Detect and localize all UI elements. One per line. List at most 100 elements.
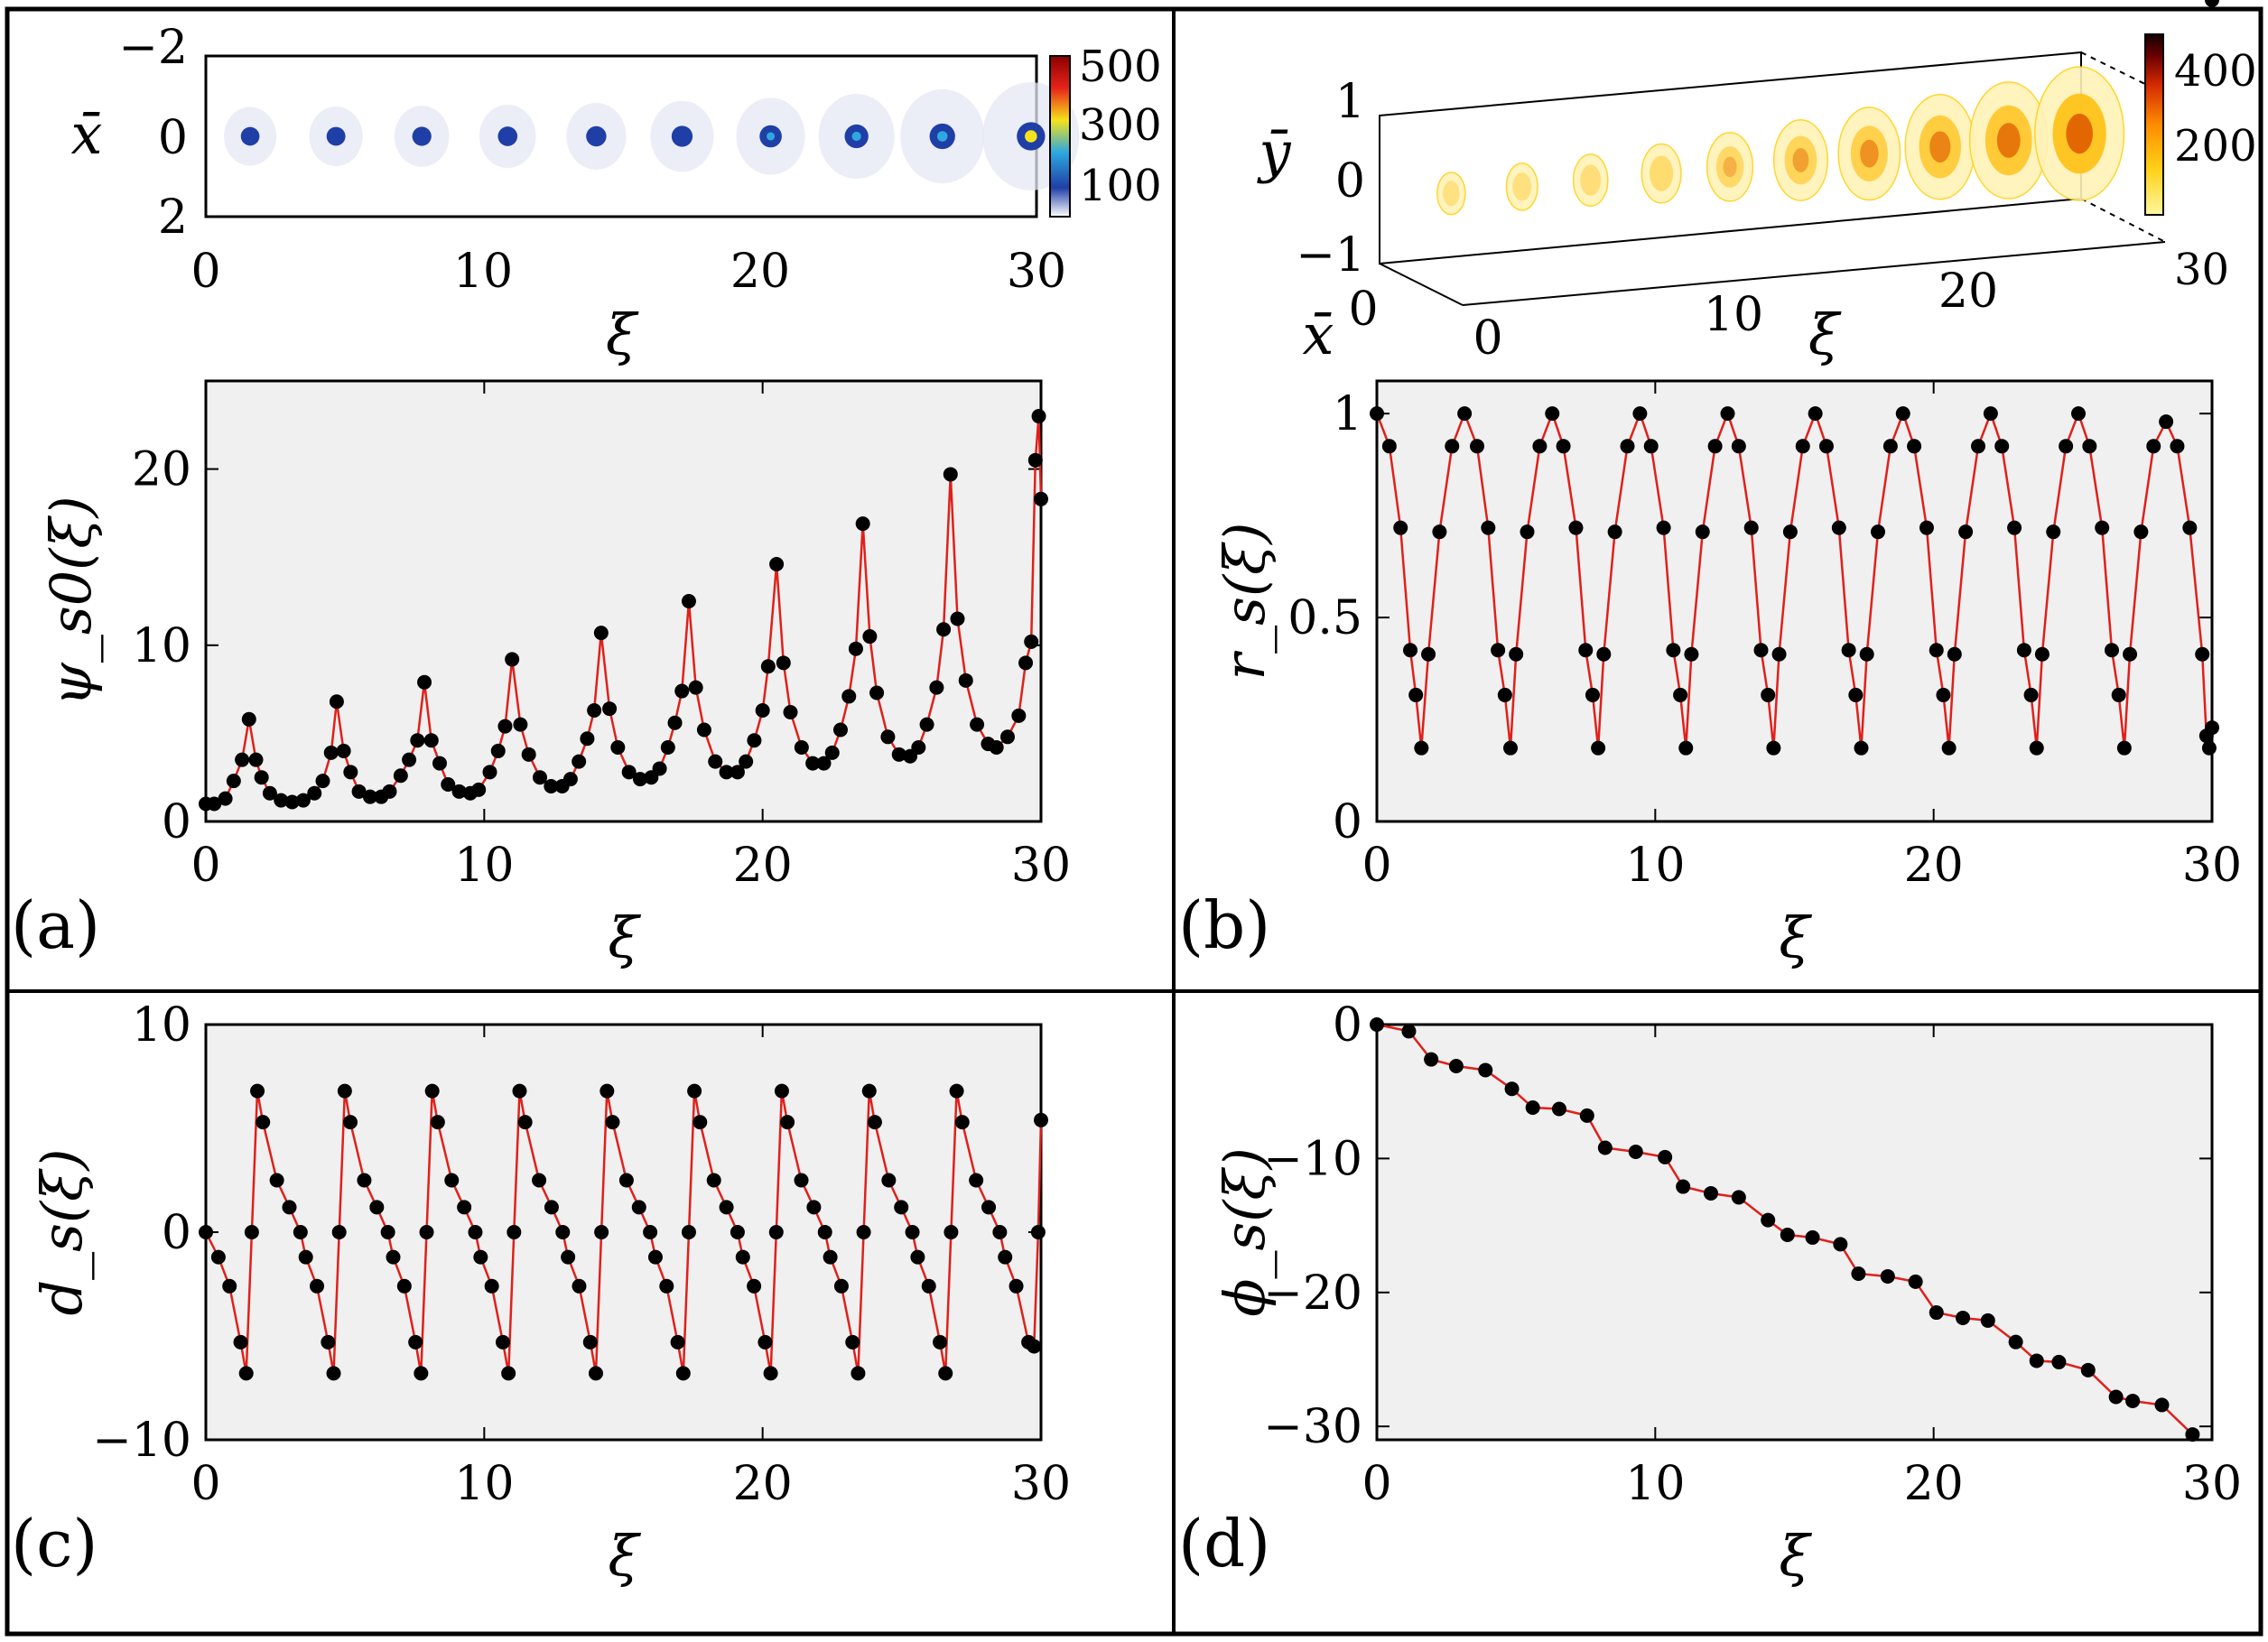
data-point <box>970 717 985 732</box>
data-point <box>544 778 559 793</box>
x-tick-label: 30 <box>2182 839 2242 893</box>
heatmap-b-halo <box>1641 143 1682 204</box>
y-tick-label: 20 <box>132 443 191 497</box>
data-point <box>417 674 432 690</box>
data-point <box>594 1225 609 1239</box>
panel-label: (a) <box>11 887 100 963</box>
data-point <box>423 733 439 748</box>
data-point <box>331 1225 347 1239</box>
data-point <box>943 1225 959 1239</box>
heatmap-a-blob <box>586 125 607 147</box>
y-tick-label: 0 <box>162 795 191 849</box>
data-point <box>495 1334 510 1350</box>
heatmap-b-halo <box>1572 153 1609 208</box>
data-point <box>410 733 425 748</box>
data-point <box>806 1200 822 1215</box>
data-point <box>1766 740 1781 756</box>
data-point <box>484 1278 499 1294</box>
data-point <box>441 777 456 793</box>
data-point <box>2108 1389 2124 1405</box>
data-point <box>2201 740 2217 756</box>
data-point <box>958 673 973 688</box>
data-point <box>1525 1100 1540 1115</box>
heatmap-b-xtick: 10 <box>1704 288 1763 342</box>
data-point <box>1707 439 1723 454</box>
data-point <box>1632 406 1648 422</box>
data-point <box>618 1173 634 1188</box>
data-point <box>1720 406 1735 422</box>
data-point <box>823 1249 838 1265</box>
data-point <box>1994 439 2010 454</box>
data-point <box>262 785 277 801</box>
data-point <box>1556 439 1571 454</box>
data-point <box>688 680 703 695</box>
data-point <box>1882 439 1898 454</box>
x-tick-label: 30 <box>1011 1457 1071 1511</box>
data-point <box>1027 452 1043 468</box>
data-point <box>222 1278 237 1294</box>
data-point <box>652 761 667 776</box>
data-point <box>631 1200 646 1215</box>
data-point <box>1607 524 1622 540</box>
y-axis-label: ψ_s0(ξ) <box>38 496 104 706</box>
heatmap-b-blob <box>1580 164 1602 196</box>
x-axis-label: ξ <box>608 904 641 970</box>
data-point <box>2170 439 2185 454</box>
data-point <box>1936 687 1951 702</box>
data-point <box>2133 524 2149 540</box>
data-point <box>471 782 487 797</box>
data-point <box>880 729 896 745</box>
heatmap-b-ztick: 0 <box>1348 283 1378 337</box>
data-point <box>894 1200 909 1215</box>
data-point <box>1753 643 1769 658</box>
data-point <box>414 1366 429 1381</box>
data-point <box>337 1083 352 1099</box>
data-point <box>954 1115 970 1130</box>
data-point <box>544 1200 559 1215</box>
data-point <box>1585 687 1600 702</box>
data-point <box>929 680 944 695</box>
heatmap-a-blob-core <box>936 131 948 142</box>
data-point <box>269 1173 284 1188</box>
y-axis-label: d_s(ξ) <box>29 1148 95 1315</box>
heatmap-b-depth-axis <box>1379 263 1464 306</box>
x-axis-label: ξ <box>1779 1523 1812 1589</box>
data-point <box>706 1173 721 1188</box>
data-point <box>1520 524 1535 540</box>
data-point <box>1027 1339 1042 1354</box>
heatmap-b-ylabel: ȳ <box>1256 119 1291 185</box>
heatmap-b-blob-core <box>1723 156 1737 178</box>
data-point <box>643 1225 658 1239</box>
colorbar-a <box>1049 55 1071 218</box>
data-point <box>254 770 269 785</box>
data-point <box>380 1225 395 1239</box>
data-point <box>199 1225 213 1239</box>
data-point <box>321 1334 336 1350</box>
data-point <box>2034 646 2050 662</box>
heatmap-a-blob <box>326 126 346 146</box>
data-point <box>382 784 397 799</box>
data-point <box>282 1200 297 1215</box>
heatmap-b-halo <box>1436 172 1466 216</box>
data-point <box>1000 729 1015 745</box>
y-tick-label: −10 <box>92 1414 191 1468</box>
x-tick-label: 20 <box>1904 1457 1964 1511</box>
y-tick-label: 0.5 <box>1287 591 1362 645</box>
data-point <box>969 1173 984 1188</box>
data-point <box>1880 1268 1895 1284</box>
data-point <box>600 1083 615 1099</box>
data-point <box>2046 524 2061 540</box>
data-point <box>659 1278 674 1294</box>
data-point <box>845 1334 860 1350</box>
heatmap-b-blob <box>1443 181 1460 207</box>
x-tick-label: 0 <box>1362 839 1391 893</box>
figure-frame <box>5 6 2263 1637</box>
data-point <box>555 1225 571 1239</box>
series-line-b <box>1375 410 2214 748</box>
data-point <box>1504 1081 1520 1097</box>
heatmap-b-blob <box>1715 146 1744 188</box>
data-point <box>2029 740 2044 756</box>
data-point <box>905 1225 920 1239</box>
data-point <box>1929 1305 1944 1321</box>
